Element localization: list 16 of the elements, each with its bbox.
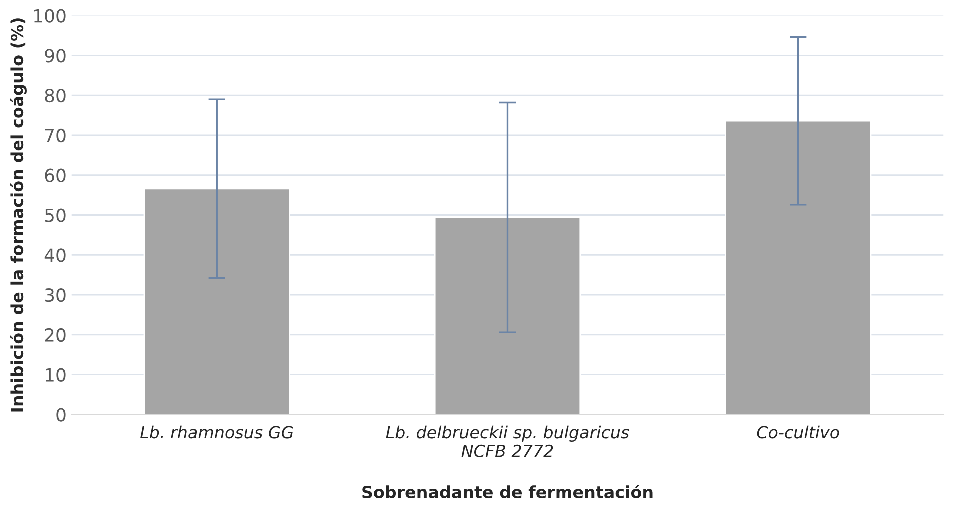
y-tick-label: 90 xyxy=(45,49,66,63)
y-tick-label: 60 xyxy=(45,168,66,182)
x-tick-label: Co-cultivo xyxy=(757,426,840,439)
y-tick-label: 0 xyxy=(56,408,66,422)
y-tick-label: 30 xyxy=(45,288,66,302)
x-axis-title: Sobrenadante de fermentación xyxy=(362,484,653,499)
y-tick-label: 50 xyxy=(45,208,66,222)
y-tick-label: 70 xyxy=(45,128,66,143)
y-tick-label: 80 xyxy=(45,89,66,103)
y-tick-label: 10 xyxy=(46,368,66,382)
y-tick-label: 20 xyxy=(45,328,66,342)
x-tick-label: Lb. delbrueckii sp. bulgaricus NCFB 2772 xyxy=(386,426,630,458)
y-tick-label: 100 xyxy=(34,9,66,23)
y-axis-title: Inhibición de la formación del coágulo (%) xyxy=(10,18,27,412)
x-tick-label: Lb. rhamnosus GG xyxy=(140,426,294,439)
y-tick-label: 40 xyxy=(44,248,66,262)
